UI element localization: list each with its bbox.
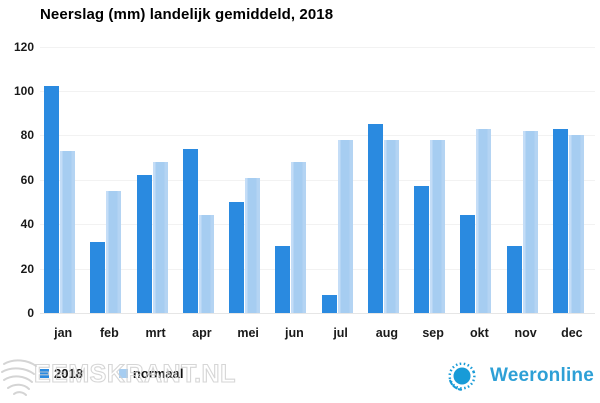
bar-normaal-mrt <box>152 161 168 313</box>
bar-normaal-mei <box>245 177 260 313</box>
bar-normaal-apr <box>198 215 214 313</box>
y-axis-tick-label: 120 <box>13 39 34 54</box>
x-axis-label-dec: dec <box>561 326 583 340</box>
x-axis-label-okt: okt <box>470 326 489 340</box>
gridline <box>40 224 595 226</box>
y-axis-tick-label: 40 <box>20 217 34 232</box>
bar-2018-okt <box>460 215 476 313</box>
y-axis-tick-label: 20 <box>20 261 34 276</box>
x-axis-label-mrt: mrt <box>145 326 166 340</box>
x-axis-label-aug: aug <box>375 326 398 340</box>
x-axis-label-jun: jun <box>285 326 304 340</box>
gridline <box>40 179 595 181</box>
bar-2018-dec <box>552 128 568 313</box>
weeronline-logo[interactable]: Weeronline <box>444 354 594 398</box>
bar-normaal-jan <box>60 150 75 313</box>
y-axis-tick-label: 60 <box>20 172 34 187</box>
y-axis-tick-label: 0 <box>27 306 34 320</box>
bar-normaal-jul <box>337 139 353 313</box>
legend-swatch-2018 <box>40 369 49 378</box>
legend: 2018 normaal <box>40 366 220 381</box>
legend-swatch-normaal <box>118 369 128 378</box>
bar-2018-jun <box>275 246 291 313</box>
bar-normaal-dec <box>568 135 584 313</box>
x-axis-label-mei: mei <box>237 326 259 340</box>
y-axis-tick-label: 80 <box>20 128 34 143</box>
x-axis-label-apr: apr <box>192 326 212 340</box>
x-axis-label-sep: sep <box>422 326 444 340</box>
gridline <box>40 46 595 48</box>
sun-icon <box>448 362 476 391</box>
y-axis-tick-label: 100 <box>13 83 34 98</box>
bar-2018-aug <box>367 124 383 313</box>
bar-2018-sep <box>414 186 429 313</box>
bar-normaal-feb <box>106 190 122 313</box>
bar-normaal-okt <box>476 128 492 313</box>
bar-normaal-aug <box>383 139 399 313</box>
x-axis-label-feb: feb <box>100 326 119 340</box>
weeronline-wordmark: Weeronline <box>489 365 594 386</box>
legend-label-normaal: normaal <box>132 366 184 381</box>
bar-2018-jan <box>44 86 59 313</box>
bar-2018-mei <box>229 201 244 313</box>
legend-item-normaal[interactable]: normaal <box>118 366 184 381</box>
gridline <box>40 313 595 314</box>
bar-2018-jul <box>321 295 337 313</box>
bar-2018-feb <box>90 241 106 313</box>
gridline <box>40 90 595 92</box>
bar-normaal-nov <box>522 130 538 313</box>
x-axis-label-jul: jul <box>333 326 348 340</box>
legend-item-2018[interactable]: 2018 <box>40 366 83 381</box>
legend-label-2018: 2018 <box>54 366 83 381</box>
gridline <box>40 268 595 270</box>
x-axis-label-jan: jan <box>54 326 73 340</box>
bar-2018-apr <box>182 148 198 313</box>
bar-2018-mrt <box>136 175 152 313</box>
chart-title: Neerslag (mm) landelijk gemiddeld, 2018 <box>40 6 334 23</box>
x-axis-label-nov: nov <box>514 326 537 340</box>
bar-normaal-sep <box>430 139 445 313</box>
bar-2018-nov <box>506 246 522 313</box>
gridline <box>40 135 595 137</box>
bar-normaal-jun <box>291 161 307 313</box>
